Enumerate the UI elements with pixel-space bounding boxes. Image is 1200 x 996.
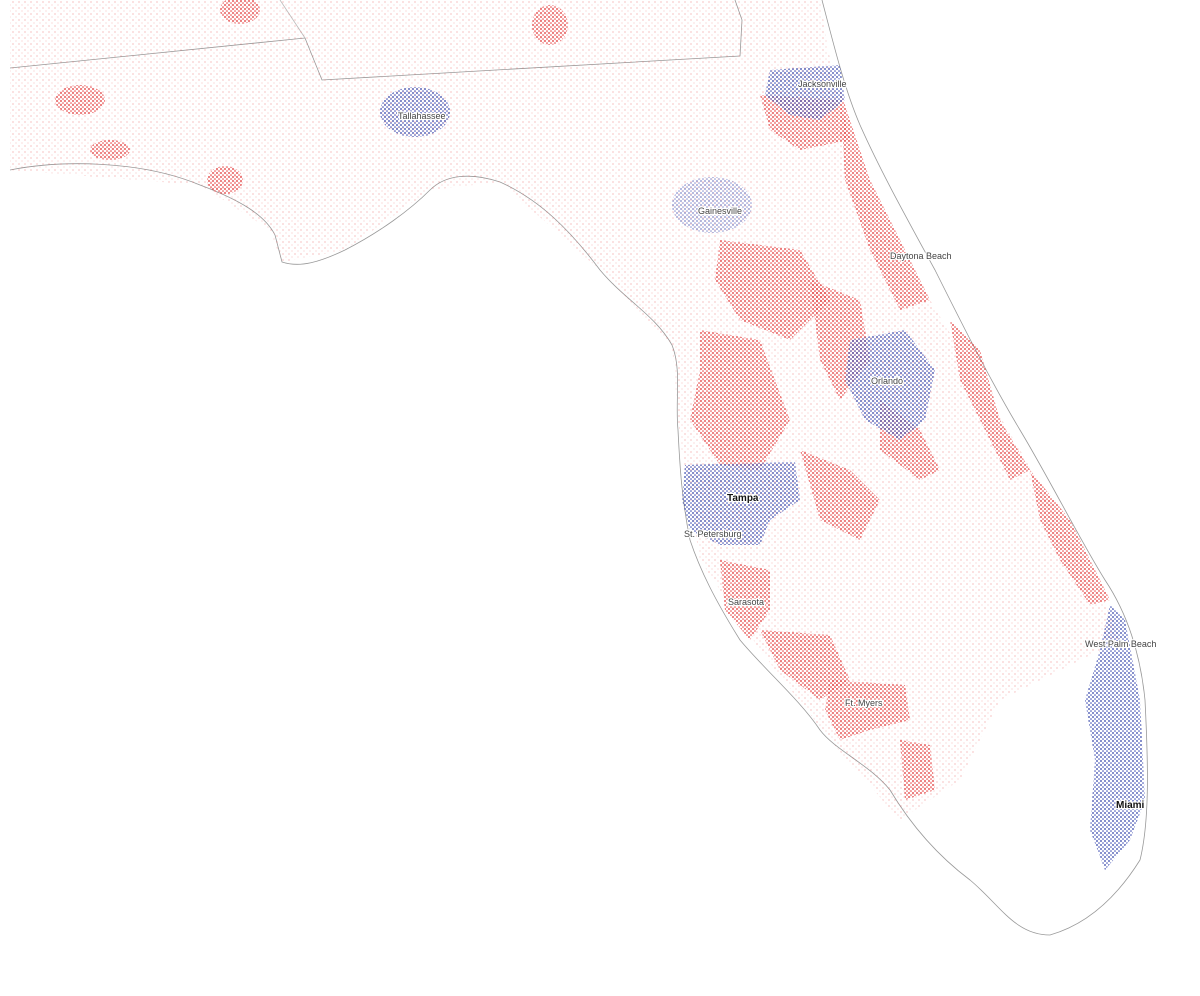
city-label: West Palm Beach (1085, 639, 1156, 649)
city-label: Gainesville (698, 206, 742, 216)
city-label: Daytona Beach (890, 251, 952, 261)
city-label: Miami (1116, 800, 1145, 811)
city-label: Tampa (727, 493, 759, 504)
city-label: St. Petersburg (684, 529, 742, 539)
light-dots (10, 0, 1120, 820)
city-label: Ft. Myers (845, 698, 883, 708)
red-areas (55, 0, 1110, 800)
city-label: Orlando (871, 376, 903, 386)
blue-areas (380, 65, 1145, 870)
city-labels: Jacksonville Tallahassee Gainesville Day… (397, 78, 1158, 813)
city-label: Sarasota (728, 597, 764, 607)
city-label: Tallahassee (398, 111, 446, 121)
city-label: Jacksonville (798, 79, 847, 89)
